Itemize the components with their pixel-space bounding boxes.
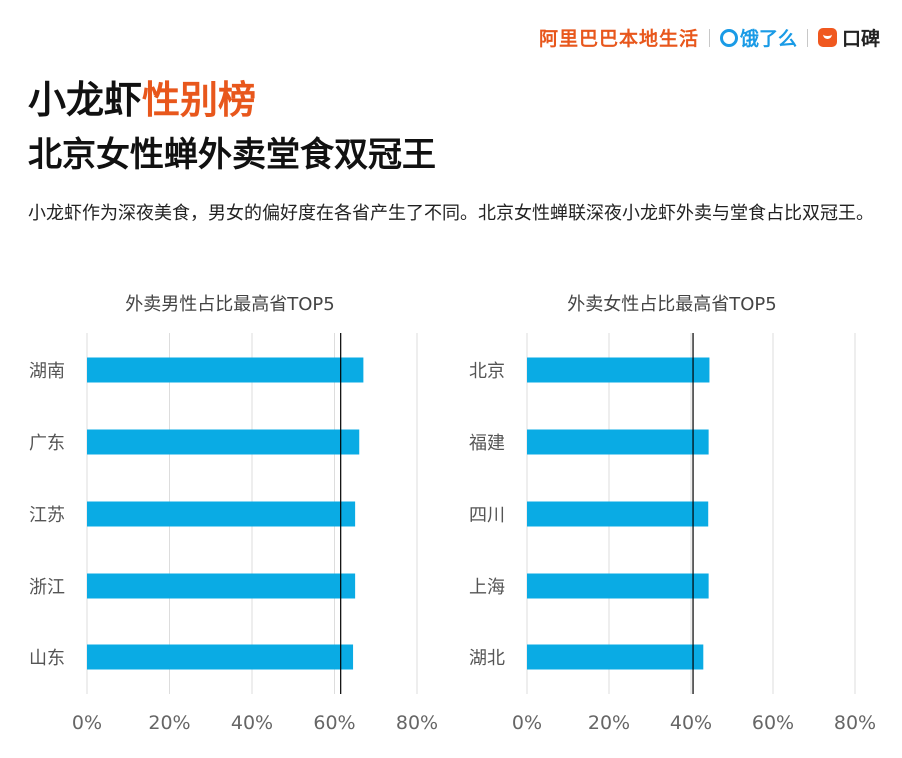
category-label: 浙江 (29, 577, 65, 598)
x-tick-label: 80% (834, 712, 876, 734)
bar (87, 501, 356, 527)
bar (87, 357, 364, 383)
category-label: 北京 (469, 361, 505, 382)
logo-divider (708, 28, 710, 47)
bar (527, 573, 709, 599)
page-subtitle: 北京女性蝉外卖堂食双冠王 (28, 135, 436, 175)
eleme-icon (719, 28, 738, 47)
x-tick-label: 40% (670, 712, 712, 734)
description-text: 小龙虾作为深夜美食，男女的偏好度在各省产生了不同。北京女性蝉联深夜小龙虾外卖与堂… (28, 203, 874, 224)
category-label: 广东 (29, 433, 65, 454)
category-label: 四川 (469, 505, 505, 526)
bar (527, 644, 704, 670)
title-part1: 小龙虾 (28, 78, 143, 122)
eleme-logo-text: 饿了么 (739, 28, 797, 50)
x-tick-label: 60% (313, 712, 355, 734)
title-part2-highlight: 性别榜 (142, 78, 257, 122)
alibaba-local-logo: 阿里巴巴本地生活 (538, 28, 699, 50)
koubei-logo-text: 口碑 (841, 28, 880, 50)
bar (87, 429, 360, 455)
bar (87, 573, 356, 599)
category-label: 江苏 (29, 505, 65, 526)
bar (527, 501, 709, 527)
category-label: 湖北 (469, 648, 505, 669)
x-tick-label: 40% (231, 712, 273, 734)
bar (527, 429, 709, 455)
koubei-logo: 口碑 (817, 24, 880, 51)
category-label: 上海 (469, 577, 505, 598)
bar (87, 644, 354, 670)
page-title: 小龙虾性别榜 (28, 76, 256, 124)
x-tick-label: 20% (588, 712, 630, 734)
chart-title: 外卖男性占比最高省TOP5 (125, 294, 334, 315)
koubei-icon (817, 28, 837, 47)
category-label: 湖南 (29, 361, 65, 382)
x-tick-label: 60% (752, 712, 794, 734)
x-tick-label: 20% (148, 712, 190, 734)
x-tick-label: 80% (396, 712, 438, 734)
logo-divider (806, 28, 808, 47)
category-label: 福建 (469, 433, 505, 454)
bar (527, 357, 710, 383)
x-tick-label: 0% (72, 712, 102, 734)
chart-title: 外卖女性占比最高省TOP5 (567, 294, 776, 315)
eleme-logo: 饿了么 (719, 24, 797, 51)
brand-logos: 阿里巴巴本地生活 饿了么 口碑 (539, 24, 880, 51)
x-tick-label: 0% (512, 712, 542, 734)
category-label: 山东 (29, 648, 65, 669)
